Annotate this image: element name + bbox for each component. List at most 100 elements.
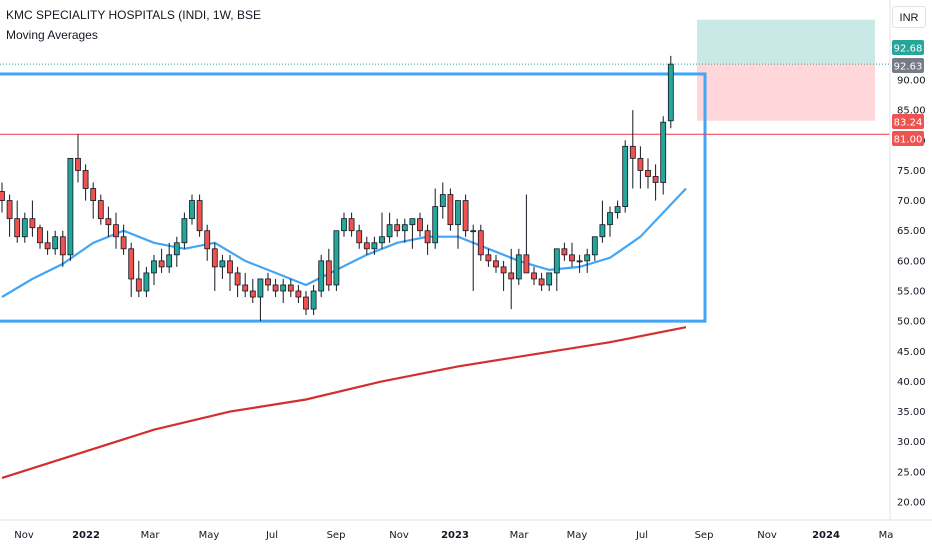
candle[interactable] <box>432 188 439 249</box>
candle[interactable] <box>455 200 461 249</box>
candle[interactable] <box>219 254 226 279</box>
candle[interactable] <box>143 266 150 298</box>
moving-average-line-1[interactable] <box>1 187 687 298</box>
candle[interactable] <box>166 242 173 273</box>
candle[interactable] <box>341 212 347 237</box>
candle[interactable] <box>37 224 43 249</box>
candle-body <box>29 218 36 229</box>
candle[interactable] <box>333 230 340 291</box>
candle[interactable] <box>158 248 165 273</box>
moving-average-line-2[interactable] <box>1 326 687 479</box>
candle[interactable] <box>576 254 583 273</box>
candle[interactable] <box>44 230 51 255</box>
time-tick-label: 2024 <box>812 530 840 541</box>
candle[interactable] <box>280 278 287 304</box>
candle[interactable] <box>447 188 454 231</box>
candle[interactable] <box>379 212 385 249</box>
candle[interactable] <box>553 248 560 291</box>
consolidation-box[interactable] <box>0 72 707 323</box>
candle[interactable] <box>371 236 378 255</box>
candle[interactable] <box>0 182 5 213</box>
candle[interactable] <box>242 272 249 298</box>
candle[interactable] <box>386 212 393 243</box>
indicator-label[interactable]: Moving Averages <box>6 28 98 42</box>
candle[interactable] <box>211 242 218 291</box>
candle[interactable] <box>151 254 157 285</box>
candle[interactable] <box>272 278 279 298</box>
candle[interactable] <box>569 242 575 267</box>
candle[interactable] <box>439 182 446 219</box>
candle[interactable] <box>667 55 674 129</box>
candle[interactable] <box>90 182 97 219</box>
candle[interactable] <box>462 194 469 237</box>
candle[interactable] <box>59 230 66 267</box>
candle[interactable] <box>295 284 302 304</box>
candle[interactable] <box>204 224 211 261</box>
candle[interactable] <box>173 236 180 267</box>
candle[interactable] <box>75 134 81 183</box>
candle[interactable] <box>614 200 621 219</box>
candle[interactable] <box>318 254 325 298</box>
candle[interactable] <box>652 164 659 201</box>
candle[interactable] <box>546 272 553 291</box>
candle[interactable] <box>227 254 233 291</box>
candle[interactable] <box>348 212 355 237</box>
candle[interactable] <box>591 236 598 261</box>
candle[interactable] <box>599 200 606 243</box>
profit-zone[interactable] <box>697 19 875 64</box>
candle[interactable] <box>363 236 370 255</box>
candle[interactable] <box>105 206 112 237</box>
candle[interactable] <box>508 248 515 310</box>
candle[interactable] <box>82 164 89 201</box>
candle[interactable] <box>409 218 416 249</box>
candle[interactable] <box>196 194 203 237</box>
candle[interactable] <box>660 116 667 195</box>
candle[interactable] <box>249 278 256 304</box>
candle[interactable] <box>645 158 651 189</box>
candle[interactable] <box>52 230 59 255</box>
candle[interactable] <box>325 248 332 291</box>
candle[interactable] <box>417 212 423 237</box>
candle[interactable] <box>21 212 28 243</box>
candle[interactable] <box>234 266 241 298</box>
candle[interactable] <box>97 194 104 225</box>
candle[interactable] <box>493 254 499 273</box>
candle[interactable] <box>265 272 271 291</box>
candle[interactable] <box>622 140 629 213</box>
candle[interactable] <box>607 206 613 237</box>
candle[interactable] <box>356 224 363 249</box>
candle[interactable] <box>310 284 317 316</box>
candle[interactable] <box>401 218 408 243</box>
candle[interactable] <box>531 266 537 285</box>
candle[interactable] <box>303 291 309 316</box>
stop-zone[interactable] <box>697 63 875 121</box>
currency-button[interactable]: INR <box>892 6 926 28</box>
candle[interactable] <box>257 278 264 322</box>
candle[interactable] <box>181 212 188 249</box>
candle[interactable] <box>637 146 644 189</box>
candle[interactable] <box>561 242 568 261</box>
candle[interactable] <box>189 194 195 225</box>
candle[interactable] <box>584 248 591 273</box>
candle[interactable] <box>120 224 127 255</box>
candle[interactable] <box>477 224 484 261</box>
candle[interactable] <box>424 224 431 255</box>
candle[interactable] <box>29 200 36 237</box>
candle[interactable] <box>485 248 492 267</box>
candle[interactable] <box>128 242 135 298</box>
candle[interactable] <box>135 260 142 298</box>
candle[interactable] <box>470 224 477 291</box>
candle[interactable] <box>515 248 522 285</box>
candle[interactable] <box>113 212 119 249</box>
candle[interactable] <box>523 194 530 274</box>
candle[interactable] <box>287 278 294 298</box>
price-tick-label: 65.00 <box>897 226 926 237</box>
candle[interactable] <box>67 157 74 261</box>
candle[interactable] <box>14 200 21 243</box>
candle[interactable] <box>394 218 401 237</box>
candle[interactable] <box>6 194 13 237</box>
candle[interactable] <box>538 272 545 291</box>
candle[interactable] <box>500 260 507 291</box>
candle[interactable] <box>629 110 636 189</box>
